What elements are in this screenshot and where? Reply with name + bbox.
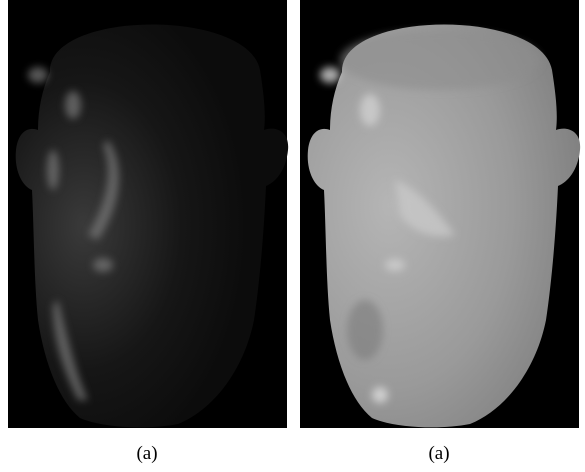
caption: (a)	[428, 443, 449, 464]
panel-right	[300, 0, 580, 428]
page: (a) (a) (() => { const data = JSON.parse…	[0, 0, 585, 472]
panel-left	[8, 0, 288, 428]
figure: (a) (a)	[0, 0, 585, 472]
caption: (a)	[136, 443, 157, 464]
